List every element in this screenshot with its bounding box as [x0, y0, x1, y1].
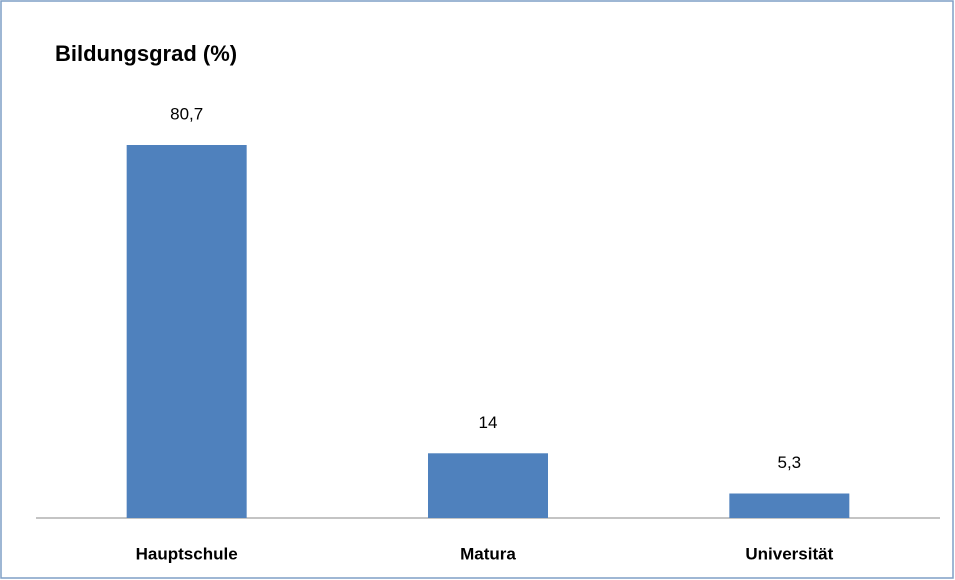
x-tick-label: Matura — [460, 544, 516, 563]
bar — [729, 493, 850, 518]
x-tick-label: Hauptschule — [136, 544, 238, 563]
data-label: 14 — [479, 413, 498, 432]
bar — [126, 145, 247, 518]
bar — [428, 453, 548, 518]
data-label: 5,3 — [778, 453, 802, 472]
x-tick-label: Universität — [745, 544, 833, 563]
data-label: 80,7 — [170, 104, 203, 123]
chart-title: Bildungsgrad (%) — [55, 41, 237, 66]
